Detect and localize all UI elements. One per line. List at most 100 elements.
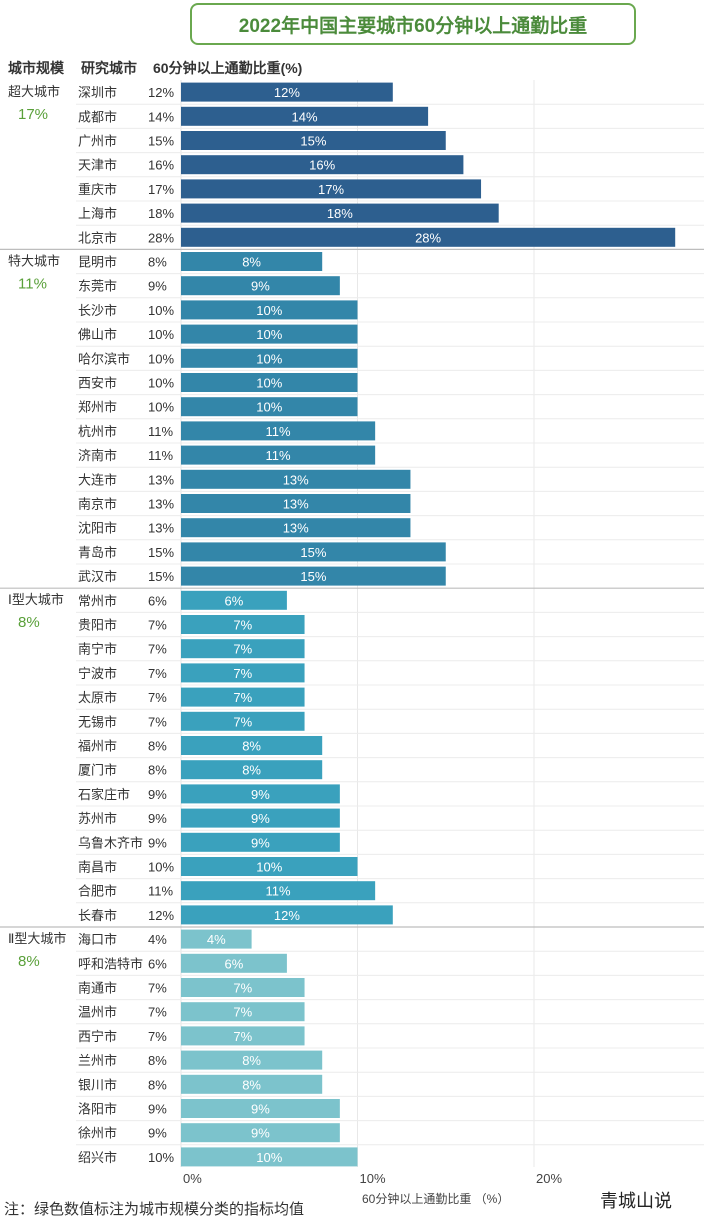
watermark: 青城山说 [600, 1191, 672, 1211]
bar-data-label: 10% [256, 303, 282, 318]
city-label: 郑州市 [78, 400, 117, 415]
bar [181, 252, 323, 271]
bar-data-label: 6% [225, 593, 244, 608]
group-name: Ⅱ型大城市 [8, 931, 66, 946]
bar-data-label: 13% [283, 521, 309, 536]
city-label: 南昌市 [78, 860, 117, 875]
bar [181, 469, 411, 489]
group-average: 8% [18, 614, 40, 631]
header-city: 研究城市 [81, 60, 137, 76]
bar [181, 687, 305, 707]
city-label: 沈阳市 [78, 521, 117, 536]
bar-data-label: 11% [266, 448, 291, 463]
bar-data-label: 28% [415, 230, 441, 245]
bar [181, 760, 323, 780]
bar-data-label: 15% [300, 545, 326, 560]
bar-data-label: 6% [225, 956, 244, 971]
bar [181, 615, 305, 634]
bar-data-label: 7% [233, 1029, 252, 1044]
bar [181, 300, 358, 320]
city-label: 合肥市 [78, 884, 117, 899]
bar [181, 978, 305, 997]
city-label: 厦门市 [78, 763, 117, 778]
value-label: 7% [148, 642, 167, 657]
value-label: 12% [148, 908, 174, 923]
bar-data-label: 8% [242, 255, 261, 270]
bar-data-label: 11% [266, 424, 291, 439]
group-average: 8% [18, 953, 40, 970]
city-label: 西安市 [78, 376, 117, 391]
value-label: 8% [148, 1053, 167, 1068]
bar-data-label: 7% [233, 714, 252, 729]
bar [181, 590, 287, 610]
group-name: 特大城市 [8, 253, 60, 268]
value-label: 7% [148, 714, 167, 729]
bar [181, 155, 464, 175]
city-label: 洛阳市 [78, 1102, 117, 1117]
value-label: 13% [148, 472, 174, 487]
value-label: 8% [148, 1077, 167, 1092]
bar [181, 808, 340, 828]
bar [181, 881, 376, 901]
bar-data-label: 10% [256, 400, 282, 415]
x-tick-label: 0% [183, 1171, 202, 1186]
value-label: 13% [148, 521, 174, 536]
bar [181, 348, 358, 368]
value-label: 6% [148, 593, 167, 608]
bar [181, 106, 429, 126]
x-tick-label: 10% [360, 1171, 386, 1186]
bar-data-label: 13% [283, 497, 309, 512]
value-label: 7% [148, 981, 167, 996]
value-label: 12% [148, 85, 174, 100]
chart-title: 2022年中国主要城市60分钟以上通勤比重 [190, 3, 636, 45]
bar [181, 1002, 305, 1022]
bar [181, 905, 393, 925]
value-label: 11% [148, 448, 173, 463]
value-label: 7% [148, 618, 167, 633]
city-label: 绍兴市 [78, 1150, 117, 1165]
city-label: 青岛市 [78, 545, 117, 560]
bar-data-label: 7% [233, 618, 252, 633]
city-label: 徐州市 [78, 1126, 117, 1141]
value-label: 7% [148, 690, 167, 705]
bar [181, 663, 305, 683]
city-label: 南通市 [78, 981, 117, 996]
value-label: 6% [148, 956, 167, 971]
bar [181, 1050, 323, 1070]
city-label: 兰州市 [78, 1053, 117, 1068]
bar [181, 1147, 358, 1167]
bar [181, 1026, 305, 1046]
value-label: 9% [148, 811, 167, 826]
value-label: 8% [148, 739, 167, 754]
bar [181, 518, 411, 538]
value-label: 28% [148, 230, 174, 245]
bar [181, 1074, 323, 1094]
bar-data-label: 17% [318, 182, 344, 197]
bar-data-label: 10% [256, 376, 282, 391]
city-label: 东莞市 [78, 279, 117, 294]
bar [181, 784, 340, 804]
city-label: 银川市 [78, 1077, 117, 1092]
city-label: 佛山市 [78, 327, 117, 342]
city-label: 北京市 [78, 230, 117, 245]
bar [181, 82, 393, 102]
header-category: 城市规模 [8, 60, 64, 76]
city-label: 乌鲁木齐市 [78, 835, 143, 850]
bar [181, 494, 411, 513]
group-average: 17% [18, 106, 48, 123]
bar-data-label: 9% [251, 1102, 270, 1117]
x-axis-label: 60分钟以上通勤比重 （%） [362, 1191, 509, 1206]
city-label: 苏州市 [78, 811, 117, 826]
bar [181, 929, 252, 949]
value-label: 7% [148, 1005, 167, 1020]
bar-data-label: 9% [251, 279, 270, 294]
bar [181, 542, 446, 562]
city-label: 广州市 [78, 134, 117, 149]
bar [181, 131, 446, 150]
city-label: 深圳市 [78, 85, 117, 100]
bar-data-label: 15% [300, 569, 326, 584]
value-label: 7% [148, 666, 167, 681]
value-label: 11% [148, 424, 173, 439]
value-label: 10% [148, 351, 174, 366]
bar-data-label: 4% [207, 932, 226, 947]
